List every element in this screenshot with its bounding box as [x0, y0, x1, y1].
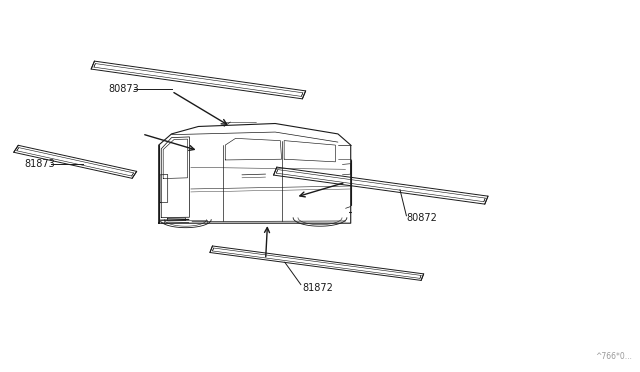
Text: 80872: 80872 [406, 213, 437, 222]
Text: 81872: 81872 [302, 283, 333, 293]
Text: 81873: 81873 [24, 160, 55, 169]
Text: 80873: 80873 [109, 84, 140, 93]
Text: ^766*0...: ^766*0... [595, 352, 632, 361]
